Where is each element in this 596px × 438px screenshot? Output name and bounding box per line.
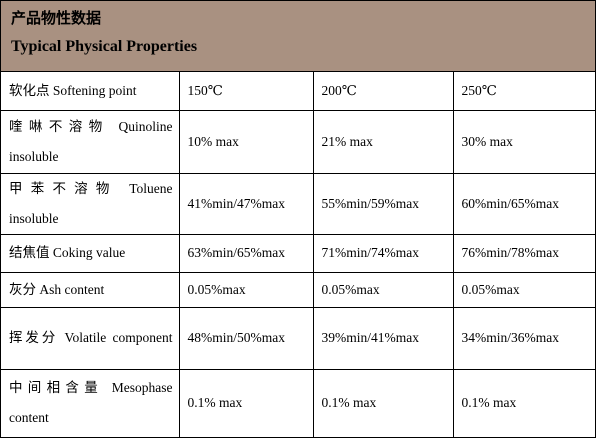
value-250: 0.1% max — [452, 368, 595, 437]
title-chinese: 产品物性数据 — [11, 11, 102, 27]
value-150: 150℃ — [178, 72, 314, 111]
property-mesophase-content: 中间相含量 Mesophase content — [1, 368, 180, 437]
value-200: 71%min/74%max — [312, 233, 454, 273]
value-250: 76%min/78%max — [452, 233, 595, 273]
value-200: 39%min/41%max — [312, 306, 454, 370]
table-row: 喹啉不溶物 Quinoline insoluble 10% max 21% ma… — [1, 109, 595, 174]
table-row: 软化点 Softening point 150℃ 200℃ 250℃ — [1, 72, 595, 111]
property-toluene-insoluble: 甲苯不溶物 Toluene insoluble — [1, 172, 180, 235]
value-250: 60%min/65%max — [452, 172, 595, 235]
table-row: 甲苯不溶物 Toluene insoluble 41%min/47%max 55… — [1, 172, 595, 235]
table-row: 挥发分 Volatile component 48%min/50%max 39%… — [1, 306, 595, 370]
value-250: 30% max — [452, 109, 595, 174]
value-150: 0.05%max — [178, 271, 314, 308]
value-150: 63%min/65%max — [178, 233, 314, 273]
properties-table: 软化点 Softening point 150℃ 200℃ 250℃ 喹啉不溶物… — [1, 72, 595, 437]
table-header: 产品物性数据 Typical Physical Properties — [1, 1, 595, 72]
property-ash-content: 灰分 Ash content — [1, 271, 180, 308]
value-200: 0.05%max — [312, 271, 454, 308]
value-150: 10% max — [178, 109, 314, 174]
value-250: 34%min/36%max — [452, 306, 595, 370]
value-200: 21% max — [312, 109, 454, 174]
value-150: 0.1% max — [178, 368, 314, 437]
property-quinoline-insoluble: 喹啉不溶物 Quinoline insoluble — [1, 109, 180, 174]
property-volatile-component: 挥发分 Volatile component — [1, 306, 180, 370]
table-row: 中间相含量 Mesophase content 0.1% max 0.1% ma… — [1, 368, 595, 437]
value-150: 48%min/50%max — [178, 306, 314, 370]
table-row: 结焦值 Coking value 63%min/65%max 71%min/74… — [1, 233, 595, 273]
value-200: 55%min/59%max — [312, 172, 454, 235]
title-english: Typical Physical Properties — [11, 38, 198, 55]
property-coking-value: 结焦值 Coking value — [1, 233, 180, 273]
value-150: 41%min/47%max — [178, 172, 314, 235]
value-250: 0.05%max — [452, 271, 595, 308]
value-200: 200℃ — [312, 72, 454, 111]
value-200: 0.1% max — [312, 368, 454, 437]
value-250: 250℃ — [452, 72, 595, 111]
property-softening-point: 软化点 Softening point — [1, 72, 180, 111]
table-row: 灰分 Ash content 0.05%max 0.05%max 0.05%ma… — [1, 271, 595, 308]
